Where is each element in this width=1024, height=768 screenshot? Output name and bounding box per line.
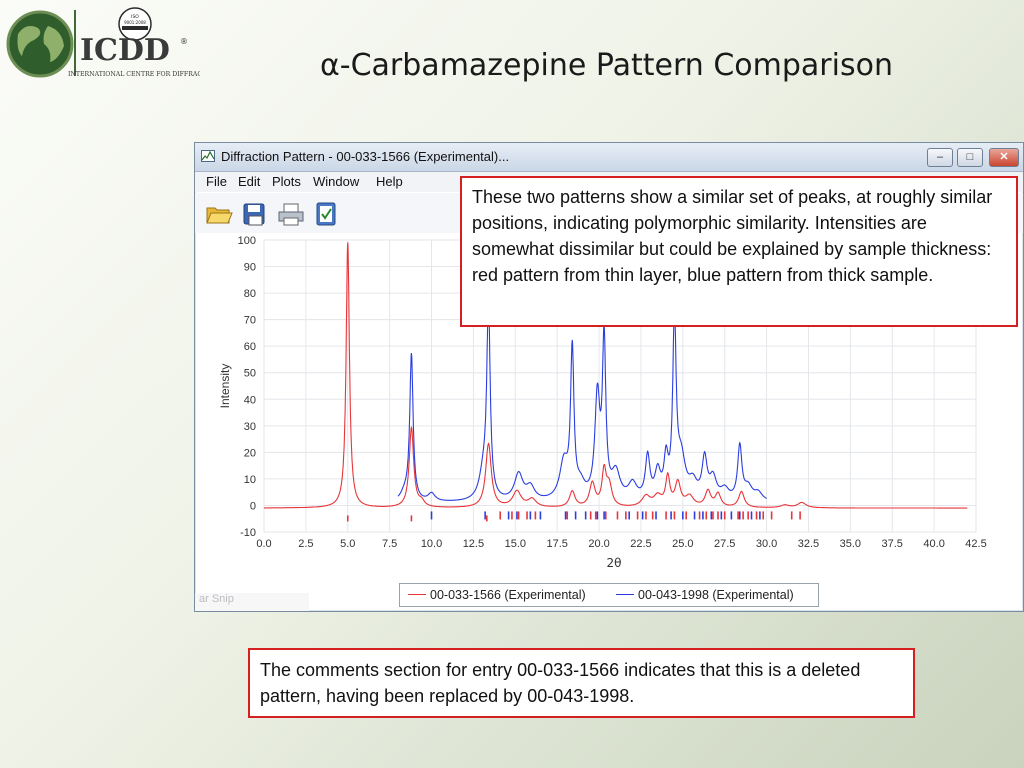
x-tick-label: 30.0 xyxy=(756,538,777,550)
window-title: Diffraction Pattern - 00-033-1566 (Exper… xyxy=(221,149,510,164)
y-tick-label: 10 xyxy=(244,474,256,486)
diffraction-chart: 0.0 2.5 5.0 7.5 10.0 12.5 15.0 17.5 20.0 22.5 25.0… xyxy=(218,235,987,570)
minimize-button[interactable]: – xyxy=(927,148,953,167)
checklist-icon[interactable] xyxy=(313,201,341,227)
y-tick-label: 20 xyxy=(244,447,256,459)
callout-comments-note: The comments section for entry 00-033-15… xyxy=(248,648,915,718)
x-tick-label: 5.0 xyxy=(340,538,355,550)
chart-legend: 00-033-1566 (Experimental) 00-043-1998 (… xyxy=(399,583,819,607)
maximize-button[interactable]: □ xyxy=(957,148,983,167)
y-tick-label: 90 xyxy=(244,262,256,274)
x-tick-label: 40.0 xyxy=(923,538,944,550)
open-folder-icon[interactable] xyxy=(205,201,233,227)
legend-swatch-red xyxy=(408,594,426,595)
save-icon[interactable] xyxy=(241,201,269,227)
menu-edit[interactable]: Edit xyxy=(238,174,261,189)
iso-badge xyxy=(118,7,152,41)
menu-plots[interactable]: Plots xyxy=(272,174,301,189)
logo-text: ICDD xyxy=(80,33,170,68)
x-tick-label: 35.0 xyxy=(840,538,861,550)
y-tick-label: 0 xyxy=(250,500,256,512)
menu-help[interactable]: Help xyxy=(376,174,403,189)
y-tick-label: -10 xyxy=(240,527,256,539)
x-tick-label: 0.0 xyxy=(256,538,271,550)
y-tick-label: 30 xyxy=(244,421,256,433)
icdd-logo: ISO 9001:2008 ICDD ® INTERNATIONAL CENTR… xyxy=(6,7,200,78)
x-tick-label: 10.0 xyxy=(421,538,442,550)
window-titlebar[interactable]: Diffraction Pattern - 00-033-1566 (Exper… xyxy=(195,143,1023,172)
y-tick-label: 100 xyxy=(238,235,256,247)
logo-subtitle: INTERNATIONAL CENTRE FOR DIFFRACTION DAT… xyxy=(68,71,200,78)
x-tick-label: 20.0 xyxy=(588,538,609,550)
x-tick-label: 27.5 xyxy=(714,538,735,550)
menu-file[interactable]: File xyxy=(206,174,227,189)
svg-text:9001:2008: 9001:2008 xyxy=(124,20,146,25)
window-app-icon xyxy=(201,150,215,162)
watermark-text: ar Snip xyxy=(195,593,309,611)
y-tick-label: 70 xyxy=(244,315,256,327)
x-tick-label: 22.5 xyxy=(630,538,651,550)
svg-text:®: ® xyxy=(180,37,188,46)
callout-peaks-note: These two patterns show a similar set of… xyxy=(460,176,1018,327)
series-red-line xyxy=(264,242,968,509)
x-tick-label: 37.5 xyxy=(882,538,903,550)
svg-text:ISO: ISO xyxy=(131,14,139,20)
x-tick-label: 7.5 xyxy=(382,538,397,550)
close-button[interactable]: ✕ xyxy=(989,148,1019,167)
y-tick-label: 60 xyxy=(244,341,256,353)
x-tick-label: 17.5 xyxy=(546,538,567,550)
series-blue-line xyxy=(397,296,767,501)
x-tick-label: 2.5 xyxy=(298,538,313,550)
y-axis-label: Intensity xyxy=(218,364,232,409)
x-tick-label: 32.5 xyxy=(798,538,819,550)
menu-window[interactable]: Window xyxy=(313,174,360,189)
legend-swatch-blue xyxy=(616,594,634,595)
x-tick-label: 12.5 xyxy=(463,538,484,550)
x-tick-label: 25.0 xyxy=(672,538,693,550)
y-tick-label: 50 xyxy=(244,368,256,380)
slide-title: α-Carbamazepine Pattern Comparison xyxy=(320,48,893,83)
x-tick-label: 42.5 xyxy=(965,538,986,550)
legend-label-series-2: 00-043-1998 (Experimental) xyxy=(638,588,794,602)
x-axis-label: 2θ xyxy=(607,556,622,570)
print-icon[interactable] xyxy=(277,201,305,227)
x-tick-label: 15.0 xyxy=(505,538,526,550)
y-tick-label: 40 xyxy=(244,394,256,406)
y-tick-label: 80 xyxy=(244,288,256,300)
legend-label-series-1: 00-033-1566 (Experimental) xyxy=(430,588,586,602)
